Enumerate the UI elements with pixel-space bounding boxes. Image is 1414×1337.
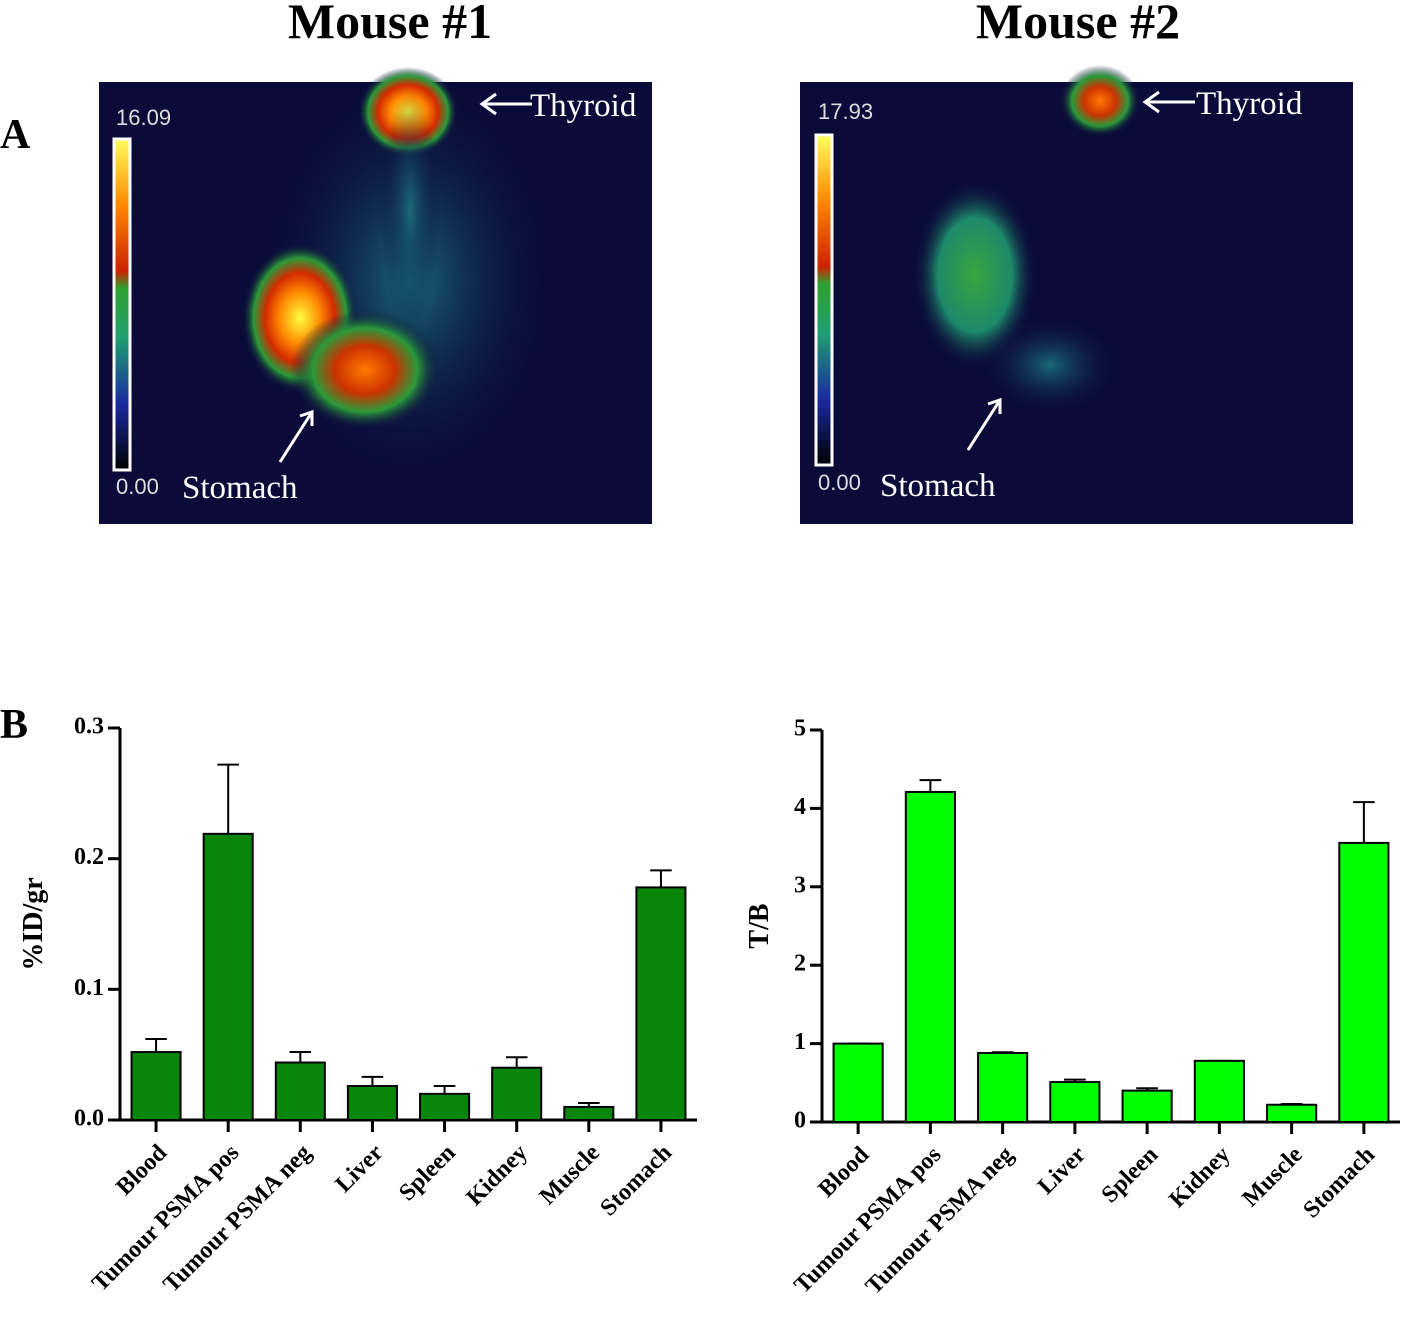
bar bbox=[491, 1066, 543, 1121]
bar bbox=[832, 1042, 884, 1123]
panel-label: A bbox=[0, 112, 31, 158]
y-tick-label: 0.0 bbox=[74, 1106, 104, 1132]
panel-label: B bbox=[0, 702, 28, 748]
scale-min: 0.00 bbox=[116, 474, 159, 499]
y-tick-label: 0.2 bbox=[74, 844, 104, 870]
y-axis-label: T/B bbox=[744, 903, 775, 948]
organ-label: Thyroid bbox=[530, 88, 637, 124]
scale-min: 0.00 bbox=[818, 470, 861, 495]
y-tick-label: 4 bbox=[794, 794, 806, 820]
bar bbox=[202, 832, 254, 1122]
x-tick-label: Kidney bbox=[462, 1140, 533, 1211]
x-tick-label: Muscle bbox=[535, 1140, 605, 1210]
organ-label: Thyroid bbox=[1196, 86, 1303, 122]
organ-label: Stomach bbox=[880, 468, 996, 504]
scale-max: 17.93 bbox=[818, 99, 873, 124]
y-tick-label: 0 bbox=[794, 1108, 806, 1134]
scan-image bbox=[800, 65, 1353, 524]
bar bbox=[1049, 1081, 1101, 1123]
bar bbox=[1193, 1059, 1245, 1124]
y-axis-label: %ID/gr bbox=[18, 877, 49, 970]
bar bbox=[419, 1092, 471, 1122]
bar bbox=[274, 1061, 326, 1122]
y-tick-label: 3 bbox=[794, 872, 806, 898]
image-title: Mouse #1 bbox=[288, 0, 492, 49]
x-tick-label: Liver bbox=[1033, 1142, 1091, 1200]
image-title: Mouse #2 bbox=[976, 0, 1180, 49]
bar bbox=[977, 1052, 1029, 1124]
x-tick-label: Kidney bbox=[1164, 1142, 1235, 1213]
bar bbox=[346, 1085, 398, 1121]
y-tick-label: 1 bbox=[794, 1029, 806, 1055]
y-tick-label: 5 bbox=[794, 716, 806, 742]
bar bbox=[635, 886, 687, 1121]
x-tick-label: Muscle bbox=[1238, 1142, 1308, 1212]
bar bbox=[904, 790, 956, 1123]
y-tick-label: 2 bbox=[794, 951, 806, 977]
x-tick-label: Stomach bbox=[596, 1140, 678, 1222]
x-tick-label: Blood bbox=[111, 1139, 172, 1200]
bar bbox=[130, 1051, 182, 1122]
x-tick-label: Spleen bbox=[1097, 1142, 1163, 1208]
bar bbox=[1266, 1103, 1318, 1123]
organ-label: Stomach bbox=[182, 470, 298, 506]
x-tick-label: Liver bbox=[331, 1140, 389, 1198]
bar bbox=[1121, 1089, 1173, 1124]
x-tick-label: Spleen bbox=[394, 1140, 460, 1206]
scan-image bbox=[99, 67, 652, 524]
bar bbox=[563, 1105, 615, 1122]
x-tick-label: Stomach bbox=[1298, 1142, 1380, 1224]
scale-max: 16.09 bbox=[116, 105, 171, 130]
x-tick-label: Blood bbox=[813, 1141, 874, 1202]
bar bbox=[1338, 841, 1390, 1123]
y-tick-label: 0.3 bbox=[74, 714, 104, 740]
y-tick-label: 0.1 bbox=[74, 975, 104, 1001]
